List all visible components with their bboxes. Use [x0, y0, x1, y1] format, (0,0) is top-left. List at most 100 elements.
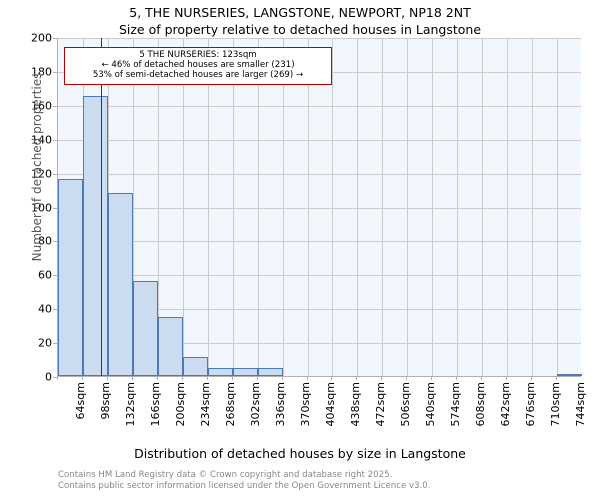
x-tickmark — [181, 377, 183, 380]
x-tick-label: 336sqm — [274, 382, 288, 427]
x-tick-label: 64sqm — [74, 382, 88, 420]
grid-line-vertical — [207, 38, 209, 376]
x-tick-label: 608sqm — [473, 382, 487, 427]
x-tickmark — [106, 377, 108, 380]
grid-line-vertical — [332, 38, 334, 376]
property-size-marker-line — [101, 38, 103, 376]
x-tick-label: 438sqm — [348, 382, 362, 427]
y-axis-title: Number of detached properties — [30, 72, 44, 262]
x-tickmark — [256, 377, 258, 380]
x-tick-label: 370sqm — [299, 382, 313, 427]
y-tick-label: 60 — [38, 268, 52, 282]
annotation-smaller-stat: ← 46% of detached houses are smaller (23… — [101, 60, 295, 71]
x-tickmark — [556, 377, 558, 380]
grid-line-vertical — [282, 38, 284, 376]
grid-line-horizontal — [58, 173, 581, 175]
x-tick-label: 132sqm — [124, 382, 138, 427]
x-tick-label: 98sqm — [99, 382, 113, 420]
y-tick-label: 100 — [31, 201, 52, 214]
x-tick-label: 574sqm — [448, 382, 462, 427]
chart-title-line2: Size of property relative to detached ho… — [118, 22, 482, 37]
x-tickmark — [281, 377, 283, 380]
y-tickmark — [53, 139, 57, 141]
x-tickmark — [506, 377, 508, 380]
chart-title-line1: 5, THE NURSERIES, LANGSTONE, NEWPORT, NP… — [129, 5, 471, 20]
histogram-bar — [557, 374, 582, 376]
y-tickmark — [53, 173, 57, 175]
x-tick-label: 642sqm — [498, 382, 512, 427]
histogram-bar — [182, 357, 208, 376]
footer-line2: Contains public sector information licen… — [58, 480, 431, 491]
x-tickmark — [306, 377, 308, 380]
y-tickmark — [53, 207, 57, 209]
y-tickmark — [53, 241, 57, 243]
grid-line-vertical — [257, 38, 259, 376]
x-tickmark — [431, 377, 433, 380]
x-tick-label: 710sqm — [548, 382, 562, 427]
grid-line-vertical — [357, 38, 359, 376]
histogram-bar — [58, 179, 83, 376]
x-tickmark — [57, 377, 58, 380]
y-tickmark — [53, 38, 57, 39]
x-tick-label: 166sqm — [149, 382, 163, 427]
grid-line-vertical — [232, 38, 234, 376]
grid-line-vertical — [407, 38, 409, 376]
grid-line-vertical — [432, 38, 434, 376]
histogram-bar — [107, 192, 133, 376]
x-tickmark — [406, 377, 408, 380]
x-axis-tick-labels: 64sqm 98sqm 132sqm 166sqm 200sqm 234sqm 268sqm… — [57, 382, 586, 442]
grid-line-vertical — [157, 38, 159, 376]
y-tickmark — [53, 275, 57, 277]
x-tick-label: 472sqm — [373, 382, 387, 427]
grid-line-vertical — [307, 38, 309, 376]
y-tick-label: 40 — [38, 302, 52, 316]
x-axis-title: Distribution of detached houses by size … — [134, 446, 466, 461]
y-tickmark — [53, 71, 57, 73]
y-tick-label: 120 — [31, 167, 52, 181]
grid-line-vertical — [457, 38, 459, 376]
x-tick-label: 676sqm — [523, 382, 537, 427]
x-tick-label: 744sqm — [573, 382, 587, 427]
grid-line-vertical — [557, 38, 559, 376]
grid-line-horizontal — [58, 38, 581, 39]
grid-line-vertical — [532, 38, 534, 376]
x-tick-label: 302sqm — [249, 382, 263, 427]
grid-line-vertical — [507, 38, 509, 376]
histogram-bar — [82, 96, 108, 376]
grid-line-horizontal — [58, 275, 581, 277]
grid-line-horizontal — [58, 207, 581, 209]
x-tickmark — [156, 377, 158, 380]
histogram-bar — [257, 367, 283, 376]
y-tick-label: 140 — [31, 133, 52, 147]
chart-title: 5, THE NURSERIES, LANGSTONE, NEWPORT, NP… — [0, 4, 600, 38]
attribution-footer: Contains HM Land Registry data © Crown c… — [58, 470, 430, 491]
x-tick-label: 200sqm — [174, 382, 188, 427]
y-tickmark — [53, 105, 57, 107]
footer-line1: Contains HM Land Registry data © Crown c… — [58, 470, 393, 480]
histogram-bar — [207, 367, 233, 376]
y-tickmark — [53, 309, 57, 311]
property-annotation-box: 5 THE NURSERIES: 123sqm ← 46% of detache… — [64, 47, 332, 85]
y-tick-label: 20 — [38, 336, 52, 350]
y-tickmark — [53, 377, 57, 378]
x-tickmark — [456, 377, 458, 380]
x-tick-label: 506sqm — [398, 382, 412, 427]
grid-line-horizontal — [58, 139, 581, 141]
y-tick-label: 0 — [45, 370, 52, 384]
y-tickmark — [53, 343, 57, 345]
y-tick-label: 80 — [38, 234, 52, 248]
grid-line-horizontal — [58, 309, 581, 311]
grid-line-horizontal — [58, 343, 581, 345]
x-tickmark — [131, 377, 133, 380]
x-tickmark — [81, 377, 83, 380]
x-tickmark — [531, 377, 533, 380]
x-tick-label: 404sqm — [324, 382, 337, 427]
grid-line-vertical — [182, 38, 184, 376]
grid-line-horizontal — [58, 105, 581, 107]
grid-line-vertical — [132, 38, 134, 376]
y-tick-label: 200 — [31, 31, 52, 45]
x-tickmark — [381, 377, 383, 380]
x-tick-label: 268sqm — [224, 382, 238, 427]
histogram-bar — [132, 281, 158, 376]
